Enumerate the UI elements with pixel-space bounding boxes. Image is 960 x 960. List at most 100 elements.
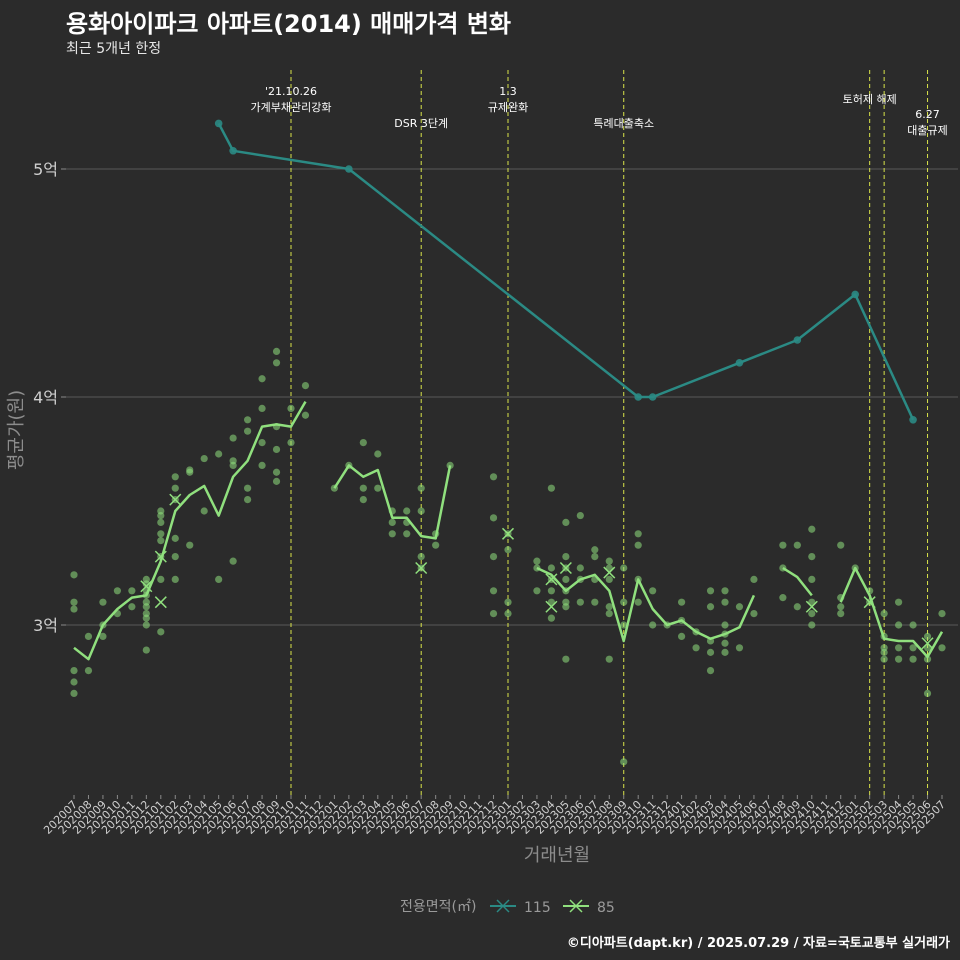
point-85-70 [359, 496, 367, 504]
point-85-43 [200, 454, 208, 463]
point-85-112 [562, 553, 570, 561]
point-85-49 [229, 434, 237, 442]
point-85-123 [605, 610, 613, 618]
point-85-137 [649, 587, 657, 595]
legend-x-115-glyph [496, 899, 510, 913]
chart-title: 용화아이파크 아파트(2014) 매매가격 변화 [66, 10, 511, 38]
point-85-88 [489, 610, 498, 618]
point-85-84 [417, 484, 425, 492]
point-85-110 [562, 575, 570, 584]
point-85-63 [272, 347, 281, 355]
point-85-165 [808, 610, 816, 618]
point-85-173 [837, 541, 845, 549]
legend-x-115-glyph-b [496, 899, 510, 913]
point-85-24 [142, 575, 150, 584]
legend-x-85-glyph-b [569, 899, 583, 913]
point-85-75 [388, 530, 396, 538]
point-85-108 [562, 598, 570, 606]
point-85-93 [504, 610, 512, 618]
event-label-202309-0: 특례대출축소 [593, 117, 654, 130]
point-85-125 [605, 575, 613, 584]
point-85-8 [99, 632, 107, 641]
point-85-38 [171, 473, 179, 481]
point-85-13 [128, 603, 136, 611]
point-85-56 [258, 404, 266, 412]
point-85-0 [70, 689, 78, 698]
x-mark-85-0 [140, 580, 153, 593]
point-85-37 [171, 484, 179, 492]
point-85-64 [287, 439, 295, 447]
point-85-131 [620, 564, 628, 572]
point-85-190 [923, 655, 932, 663]
point-85-128 [620, 758, 628, 766]
point-85-12 [113, 587, 121, 595]
point-85-6 [84, 667, 93, 675]
point-85-29 [157, 530, 165, 538]
legend-x-85-glyph [569, 899, 583, 913]
point-85-135 [634, 530, 642, 538]
point-85-32 [157, 507, 165, 515]
point-85-30 [157, 518, 165, 527]
point-85-181 [880, 610, 888, 618]
point-85-33 [171, 575, 179, 584]
x-mark-85-12 [921, 637, 934, 650]
point-85-104 [547, 564, 556, 572]
avg-line-85-seg-4 [839, 566, 944, 659]
x-mark-85-7 [545, 573, 558, 586]
y-axis-title: 평균가(원) [6, 390, 27, 470]
point-85-60 [272, 445, 281, 454]
point-85-185 [895, 598, 903, 606]
point-85-105 [547, 484, 556, 492]
x-mark-85-1-b [154, 596, 167, 609]
point-85-153 [721, 598, 729, 606]
point-85-91 [489, 514, 498, 522]
source-caption: ©디아파트(dapt.kr) / 2025.07.29 / 자료=국토교통부 실… [566, 936, 950, 951]
chart-subtitle: 최근 5개년 한정 [66, 41, 162, 57]
point-85-54 [258, 461, 266, 469]
point-85-149 [721, 648, 729, 656]
point-85-20 [142, 598, 150, 606]
point-85-58 [272, 477, 281, 485]
point-85-164 [808, 621, 816, 629]
event-label-202301-0: 1.3 [499, 85, 517, 98]
point-85-184 [895, 621, 903, 629]
point-85-41 [186, 466, 194, 474]
point-85-90 [489, 553, 498, 561]
point-85-144 [706, 667, 715, 675]
x-mark-85-5 [501, 527, 515, 540]
point-85-3 [70, 605, 78, 613]
event-label-202301-1: 규제완화 [488, 101, 528, 114]
point-85-52 [244, 427, 252, 435]
x-mark-85-3 [169, 493, 182, 506]
point-85-147 [706, 603, 715, 611]
x-marks [140, 493, 934, 650]
point-85-122 [605, 655, 613, 663]
x-mark-85-7-b [545, 573, 558, 586]
point-85-139 [678, 632, 686, 641]
y-axis: 3억 4억 5억 [33, 160, 66, 635]
point-85-169 [808, 525, 816, 533]
legend-label-115: 115 [524, 900, 551, 916]
point-85-114 [576, 598, 584, 606]
point-85-192 [923, 632, 932, 641]
point-85-14 [128, 587, 136, 595]
point-85-15 [142, 646, 150, 654]
y-tick-label-5: 5억 [33, 160, 58, 179]
point-85-48 [229, 457, 237, 465]
event-label-202506-0: 6.27 [915, 108, 940, 121]
point-85-5 [70, 571, 78, 579]
point-85-177 [880, 655, 888, 663]
point-85-83 [417, 507, 425, 515]
point-85-155 [735, 644, 744, 652]
point-85-150 [721, 639, 729, 647]
point-85-92 [489, 473, 498, 481]
x-mark-85-4 [415, 561, 428, 575]
point-85-186 [909, 655, 917, 663]
x-mark-85-6-b [545, 600, 558, 613]
point-85-157 [750, 610, 758, 618]
point-85-120 [591, 553, 599, 561]
point-85-89 [489, 587, 498, 595]
point-85-162 [793, 603, 801, 611]
point-85-76 [388, 518, 396, 527]
